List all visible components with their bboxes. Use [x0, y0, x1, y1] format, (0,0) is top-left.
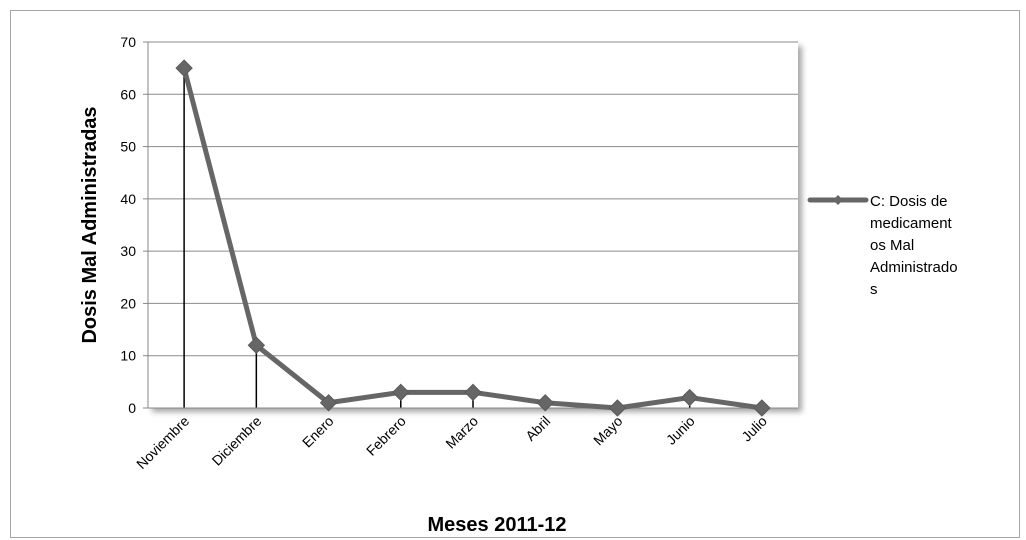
data-point-marker	[464, 383, 482, 402]
legend-label-line: Administrado	[870, 259, 958, 276]
data-point-marker	[175, 59, 193, 77]
x-tick-label: Junio	[663, 413, 698, 448]
series-line-group	[175, 59, 771, 417]
data-point-marker	[608, 399, 627, 417]
plot-area	[148, 42, 798, 408]
y-tick-label: 60	[120, 86, 136, 102]
legend: C: Dosis de medicament os Mal Administrado s	[807, 193, 958, 298]
y-tick-label: 10	[120, 348, 136, 364]
y-axis-title: Dosis Mal Administradas	[79, 106, 101, 343]
data-point-marker	[392, 383, 410, 402]
data-point-marker	[247, 336, 266, 354]
y-tick-label: 40	[120, 191, 136, 207]
y-tick-label: 20	[120, 295, 136, 311]
legend-label-line: os Mal	[870, 237, 914, 254]
legend-marker	[833, 195, 843, 205]
data-point-marker	[319, 394, 338, 412]
legend-label: C: Dosis de medicament os Mal Administrado s	[870, 193, 958, 298]
x-tick-label: Noviembre	[133, 413, 192, 472]
x-tick-label: Diciembre	[209, 413, 265, 469]
y-tick-label: 0	[128, 400, 136, 416]
x-tick-label: Mayo	[590, 413, 626, 449]
x-tick-label: Marzo	[442, 413, 481, 452]
x-tick-label: Febrero	[363, 413, 409, 459]
y-tick-label: 50	[120, 139, 136, 155]
x-axis-title: Meses 2011-12	[427, 514, 566, 536]
x-tick-label: Julio	[738, 413, 770, 445]
x-tick-labels: Noviembre Diciembre Enero Febrero Marzo Abril…	[133, 413, 770, 472]
legend-label-line: C: Dosis de	[870, 193, 948, 210]
x-tick-label: Abril	[522, 413, 553, 444]
data-point-marker	[753, 399, 771, 417]
x-tick-label: Enero	[299, 413, 337, 451]
legend-label-line: medicament	[870, 215, 953, 232]
data-point-marker	[680, 388, 699, 407]
legend-label-line: s	[870, 281, 878, 298]
y-tick-label: 30	[120, 243, 136, 259]
y-tick-labels: 0 10 20 30 40 50 60 70	[120, 34, 148, 416]
y-tick-label: 70	[120, 34, 136, 50]
data-point-marker	[536, 394, 554, 412]
